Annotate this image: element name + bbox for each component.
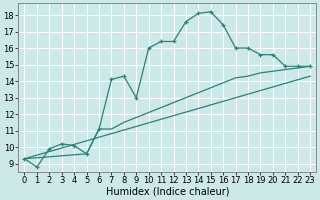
X-axis label: Humidex (Indice chaleur): Humidex (Indice chaleur) [106, 187, 229, 197]
